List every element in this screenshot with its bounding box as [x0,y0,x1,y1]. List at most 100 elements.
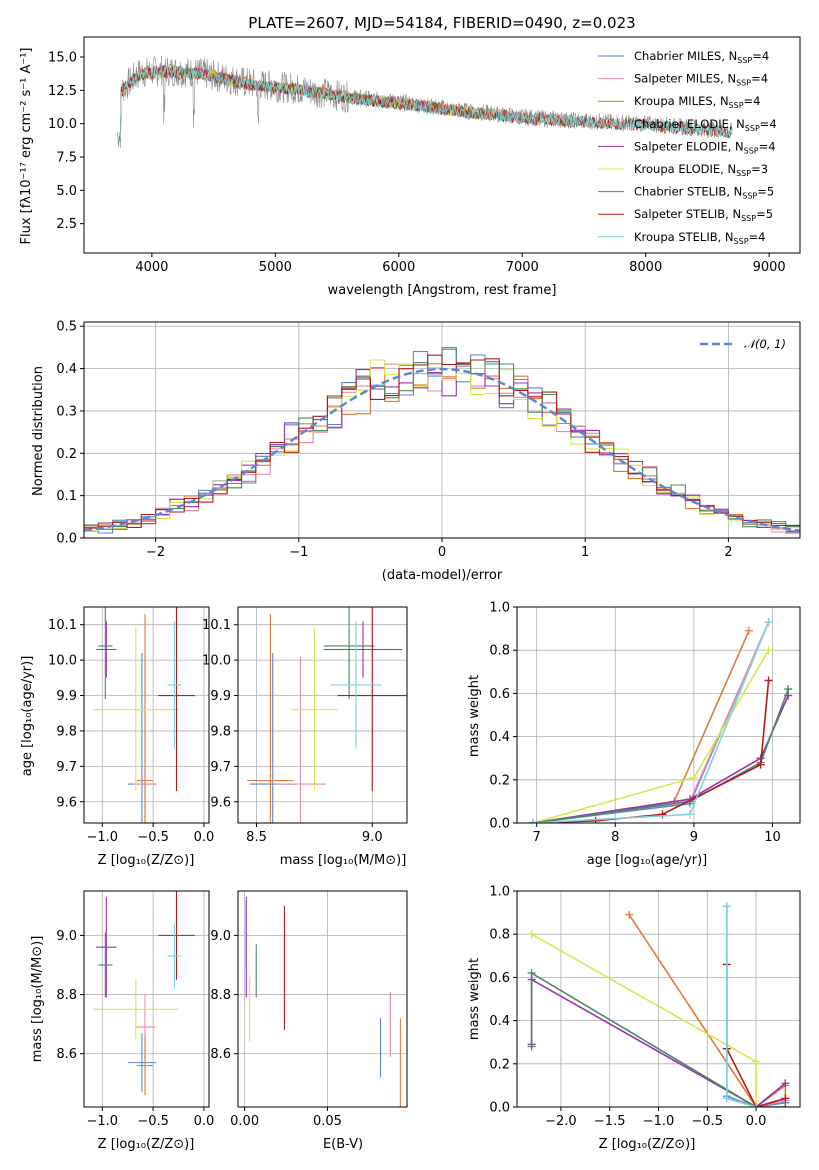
mass-ebv-xlabel: E(B-V) [323,1137,363,1152]
mass-weight-marker [722,1094,731,1103]
x-tick-label: −1.5 [594,1114,626,1129]
mass-weight-vs-age-panel: age [log₁₀(age/yr)] mass weight 7 8 9 10 0.0… [467,601,801,868]
legend-count: =4 [760,117,777,131]
y-tick-label: 0.4 [489,1014,510,1029]
x-tick-label: 7000 [506,260,539,275]
legend-subscript: SSP [741,214,756,223]
legend-label: 𝒩(0, 1) [744,337,786,351]
x-tick-label: 2 [724,545,732,560]
plot-area [528,618,793,823]
y-tick-label: 9.0 [210,929,231,944]
legend-name: Salpeter ELODIE, N [634,139,744,153]
mass-weight-line [530,971,786,1107]
y-tick-label: 0.2 [489,773,510,788]
y-tick-label: 8.6 [210,1047,231,1062]
spectrum-xlabel: wavelength [Angstrom, rest frame] [328,283,557,298]
y-tick-label: 0.0 [489,1101,510,1116]
mass-weight-marker [625,910,634,919]
x-tick-label: −0.5 [137,1114,169,1129]
mass-weight-marker [528,819,537,823]
y-tick-label: 10.1 [48,618,77,633]
legend-name: Chabrier MILES, N [634,49,737,63]
mass-Z-ylabel: mass [log₁₀(M/M⊙)] [30,936,45,1063]
age-vs-metallicity-panel: Z [log₁₀(Z/Z⊙)] age [log₁₀(age/yr)] −1.0… [20,606,215,868]
age-Z-ylabel: age [log₁₀(age/yr)] [20,656,35,777]
x-tick-label: 9000 [753,260,786,275]
y-tick-label: 0.6 [489,687,510,702]
mass-weight-marker [527,969,536,978]
mass-weight-marker [764,646,773,655]
mw-Z-xlabel: Z [log₁₀(Z/Z⊙)] [599,1137,696,1152]
plot-area [93,607,195,823]
x-tick-label: 8 [611,830,619,845]
legend-subscript: SSP [736,79,751,88]
y-tick-label: 0.2 [56,447,77,462]
y-tick-label: 9.6 [56,795,77,810]
mass-weight-line [532,621,770,823]
x-tick-label: 6000 [382,260,415,275]
y-tick-label: 9.8 [210,724,231,739]
legend-count: =4 [751,72,768,86]
y-tick-label: 1.0 [489,885,510,900]
gaussian-reference-curve [84,367,800,532]
residuals-ylabel: Normed distribution [31,366,46,496]
y-tick-label: 0.3 [56,404,77,419]
legend-label: Kroupa STELIB, NSSP=4 [634,230,765,246]
y-tick-label: 2.5 [56,217,77,232]
x-tick-label: −1 [289,545,308,560]
legend-name: Salpeter MILES, N [634,72,736,86]
y-tick-label: 0.0 [56,532,77,547]
x-tick-label: 10 [764,830,781,845]
x-tick-label: 4000 [135,260,168,275]
mass-vs-metallicity-panel: Z [log₁₀(Z/Z⊙)] mass [log₁₀(M/M⊙)] −1.0 −… [30,890,214,1152]
plot-area [84,346,800,534]
mass-weight-line [532,621,770,823]
x-tick-label: 9 [690,830,698,845]
legend-label: Salpeter STELIB, NSSP=5 [634,207,773,223]
legend-label: Kroupa ELODIE, NSSP=3 [634,162,768,178]
legend-name: Chabrier STELIB, N [634,185,742,199]
mass-weight-marker [781,1103,790,1107]
mass-weight-line [532,695,789,823]
mass-weight-marker [744,626,753,635]
residuals-panel: (data-model)/error Normed distribution −… [31,320,801,583]
mass-weight-marker [752,1103,761,1107]
y-tick-label: 9.8 [56,724,77,739]
legend-name: Kroupa MILES, N [634,94,729,108]
x-tick-label: 8.5 [246,830,267,845]
legend-subscript: SSP [729,101,744,110]
y-tick-label: 9.9 [56,689,77,704]
mass-weight-marker [781,1094,790,1103]
y-tick-label: 10.0 [48,654,77,669]
x-tick-label: −1.0 [87,1114,119,1129]
plot-area [244,896,401,1107]
age-mass-xlabel: mass [log₁₀(M/M⊙)] [280,853,407,868]
y-tick-label: 0.5 [56,320,77,335]
y-tick-label: 0.4 [489,730,510,745]
x-tick-label: 0.05 [313,1114,342,1129]
mass-weight-marker [685,810,694,819]
x-tick-label: −0.5 [137,830,169,845]
mass-weight-marker [781,1079,790,1088]
x-tick-label: 9.0 [362,830,383,845]
y-tick-label: 9.6 [210,795,231,810]
y-tick-label: 8.6 [56,1047,77,1062]
legend-name: Kroupa ELODIE, N [634,162,736,176]
axes-frame [83,321,801,539]
legend-name: Chabrier ELODIE, N [634,117,745,131]
legend-subscript: SSP [745,124,760,133]
axes-frame [83,36,801,254]
x-tick-label: 0.0 [194,830,215,845]
spectrum-panel: PLATE=2607, MJD=54184, FIBERID=0490, z=0… [19,14,801,298]
x-tick-label: −2.0 [545,1114,577,1129]
legend-subscript: SSP [737,56,752,65]
mass-weight-line [532,621,770,823]
y-tick-label: 0.2 [489,1057,510,1072]
legend-count: =4 [759,139,776,153]
plot-area [527,902,790,1107]
model-spectrum-line [119,66,732,139]
legend-name: Kroupa STELIB, N [634,230,734,244]
y-tick-label: 0.8 [489,644,510,659]
legend-count: =5 [757,185,774,199]
x-tick-label: 0 [438,545,446,560]
